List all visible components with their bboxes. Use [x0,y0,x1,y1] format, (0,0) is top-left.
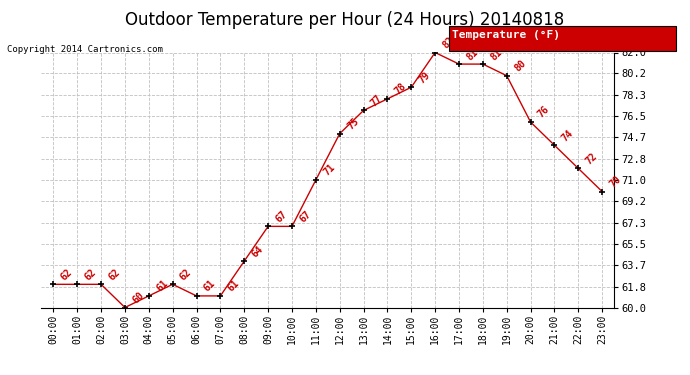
Text: 72: 72 [584,151,599,166]
Text: Copyright 2014 Cartronics.com: Copyright 2014 Cartronics.com [7,45,163,54]
Text: 61: 61 [226,278,241,294]
Text: 60: 60 [130,290,146,305]
Text: 70: 70 [608,174,623,189]
Text: 82: 82 [441,35,456,50]
Text: 76: 76 [536,105,551,120]
Text: 67: 67 [274,209,289,224]
Text: 74: 74 [560,128,575,143]
Text: 61: 61 [202,278,217,294]
Text: 62: 62 [107,267,122,282]
Text: Outdoor Temperature per Hour (24 Hours) 20140818: Outdoor Temperature per Hour (24 Hours) … [126,11,564,29]
Text: 80: 80 [512,58,528,74]
Text: 81: 81 [489,46,504,62]
Text: Temperature (°F): Temperature (°F) [452,30,560,40]
Text: 64: 64 [250,244,265,259]
Text: 81: 81 [464,46,480,62]
Text: 62: 62 [59,267,75,282]
Text: 79: 79 [417,70,432,85]
Text: 78: 78 [393,81,408,97]
Text: 67: 67 [297,209,313,224]
Text: 77: 77 [369,93,384,108]
Text: 61: 61 [155,278,170,294]
Text: 62: 62 [83,267,98,282]
Text: 62: 62 [178,267,194,282]
Text: 71: 71 [322,162,337,178]
Text: 75: 75 [345,116,361,132]
